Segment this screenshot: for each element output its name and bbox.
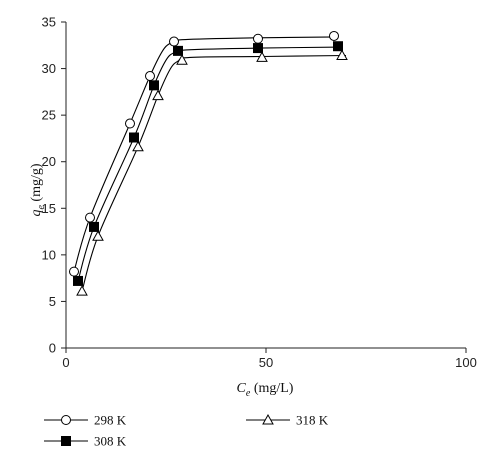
data-point-308k: [89, 221, 99, 232]
y-tick-label: 10: [42, 247, 56, 262]
y-tick-label: 5: [49, 294, 56, 309]
x-tick-label: 0: [62, 355, 69, 370]
axes: 0 5 10 15 20 25 30 35 0 50 100: [42, 15, 477, 371]
data-point-298k: [125, 118, 135, 129]
legend-label-298k: 298 K: [94, 413, 127, 428]
legend-marker-298k: [61, 415, 71, 425]
legend-marker-318k: [262, 413, 274, 425]
x-tick-label: 50: [259, 355, 273, 370]
data-point-298k: [253, 33, 263, 44]
y-axis-title: qe (mg/g): [29, 163, 47, 216]
fit-curve-308k: [77, 46, 343, 282]
y-tick-label: 35: [42, 15, 56, 30]
data-point-318k: [76, 285, 88, 296]
legend: 298 K 308 K 318 K: [44, 413, 329, 449]
y-tick-label: 15: [42, 201, 56, 216]
x-tick-label: 100: [455, 355, 477, 370]
data-point-298k: [69, 266, 79, 277]
data-point-318k: [176, 54, 188, 65]
data-point-318k: [256, 51, 268, 62]
fit-curve-318k: [81, 54, 347, 292]
data-point-308k: [73, 275, 83, 286]
data-point-298k: [145, 71, 155, 82]
data-point-298k: [169, 36, 179, 47]
data-point-318k: [92, 230, 104, 241]
data-point-308k: [129, 132, 139, 143]
data-point-318k: [132, 140, 144, 152]
legend-marker-308k: [61, 436, 71, 446]
data-point-308k: [253, 43, 263, 54]
y-tick-label: 20: [42, 154, 56, 169]
y-tick-label: 0: [49, 341, 56, 356]
fit-curves: [73, 36, 347, 292]
data-point-308k: [173, 45, 183, 56]
data-point-318k: [336, 49, 348, 61]
data-point-308k: [333, 41, 343, 52]
data-markers: [69, 30, 348, 296]
legend-label-308k: 308 K: [94, 434, 127, 449]
y-tick-label: 25: [42, 108, 56, 123]
data-point-298k: [329, 30, 339, 41]
legend-label-318k: 318 K: [296, 413, 329, 428]
data-point-318k: [152, 89, 164, 101]
x-axis-title: Ce (mg/L): [237, 381, 294, 399]
data-point-298k: [85, 212, 95, 223]
data-point-308k: [149, 80, 159, 91]
y-tick-label: 30: [42, 61, 56, 76]
fit-curve-298k: [73, 36, 339, 272]
